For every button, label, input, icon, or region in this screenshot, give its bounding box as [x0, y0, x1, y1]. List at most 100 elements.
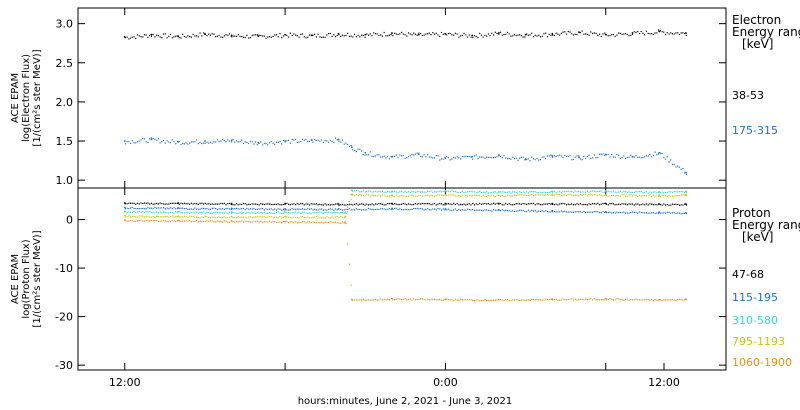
data-point: [355, 36, 357, 38]
data-point: [336, 203, 338, 205]
data-point: [162, 33, 165, 35]
data-point: [159, 220, 161, 222]
data-point: [626, 195, 628, 197]
data-point: [439, 202, 441, 205]
plot-frame: [77, 187, 727, 371]
data-point: [261, 216, 264, 218]
data-point: [129, 202, 132, 204]
data-point: [296, 202, 298, 205]
data-point: [334, 211, 337, 214]
data-point: [581, 194, 583, 196]
y-tick-label: -10: [55, 262, 73, 275]
data-point: [684, 172, 686, 174]
data-point: [208, 208, 210, 210]
data-point: [296, 141, 298, 144]
data-point: [388, 158, 390, 160]
data-point: [202, 207, 205, 210]
data-point: [546, 193, 549, 196]
data-point: [666, 299, 668, 301]
data-point: [437, 208, 439, 210]
data-point: [449, 299, 451, 301]
data-point: [336, 215, 338, 218]
data-point: [364, 33, 367, 36]
data-point: [331, 221, 333, 223]
data-point: [560, 155, 562, 157]
data-point: [395, 33, 397, 35]
data-point: [251, 216, 253, 218]
data-point: [631, 191, 634, 194]
data-point: [680, 204, 682, 206]
data-point: [628, 191, 630, 193]
data-point: [220, 216, 222, 219]
data-point: [364, 154, 366, 156]
data-point: [664, 191, 667, 194]
data-point: [399, 33, 401, 35]
data-point: [470, 299, 472, 301]
data-point: [329, 204, 331, 206]
data-point: [675, 166, 677, 168]
data-point: [519, 300, 521, 302]
data-point: [543, 210, 545, 212]
data-point: [673, 190, 675, 193]
data-point: [433, 202, 436, 205]
data-point: [275, 209, 278, 211]
data-point: [279, 32, 281, 35]
data-point: [539, 158, 542, 161]
data-point: [305, 203, 307, 205]
data-point: [407, 203, 410, 205]
data-point: [651, 33, 653, 35]
data-point: [588, 34, 590, 36]
data-point: [663, 203, 665, 205]
data-point: [211, 207, 213, 209]
data-point: [397, 33, 399, 36]
data-point: [249, 140, 252, 142]
data-point: [619, 195, 621, 197]
data-point: [525, 191, 528, 193]
data-point: [414, 33, 417, 35]
data-point: [497, 32, 500, 34]
data-point: [218, 220, 220, 223]
data-point: [216, 208, 219, 211]
data-point: [213, 216, 215, 218]
data-point: [364, 209, 366, 211]
data-point: [621, 33, 623, 35]
data-point: [440, 203, 443, 205]
data-point: [600, 194, 602, 196]
data-point: [159, 207, 161, 209]
data-point: [677, 299, 679, 301]
data-point: [558, 299, 561, 301]
data-point: [157, 138, 159, 140]
data-point: [131, 215, 133, 218]
data-point: [543, 299, 545, 301]
data-point: [645, 191, 648, 193]
data-point: [607, 195, 609, 197]
data-point: [249, 208, 252, 210]
data-point: [470, 190, 472, 193]
data-point: [534, 209, 536, 212]
data-point: [378, 194, 380, 196]
data-point: [354, 33, 356, 35]
data-point: [602, 211, 604, 213]
data-point: [423, 34, 425, 36]
data-point: [402, 33, 404, 35]
data-point: [182, 212, 184, 214]
data-point: [404, 298, 406, 300]
data-point: [249, 212, 252, 214]
data-point: [473, 191, 476, 193]
data-point: [453, 34, 455, 36]
data-point: [569, 191, 571, 193]
data-point: [194, 216, 196, 218]
data-point: [471, 155, 474, 158]
data-point: [571, 194, 573, 196]
data-point: [296, 222, 298, 224]
data-point: [391, 32, 393, 34]
data-point: [525, 211, 528, 213]
data-point: [216, 203, 219, 205]
data-point: [241, 208, 243, 210]
data-point: [399, 208, 401, 210]
data-point: [275, 203, 278, 206]
data-point: [550, 154, 552, 156]
data-point: [293, 33, 295, 35]
data-point: [279, 212, 281, 214]
data-point: [675, 195, 677, 197]
